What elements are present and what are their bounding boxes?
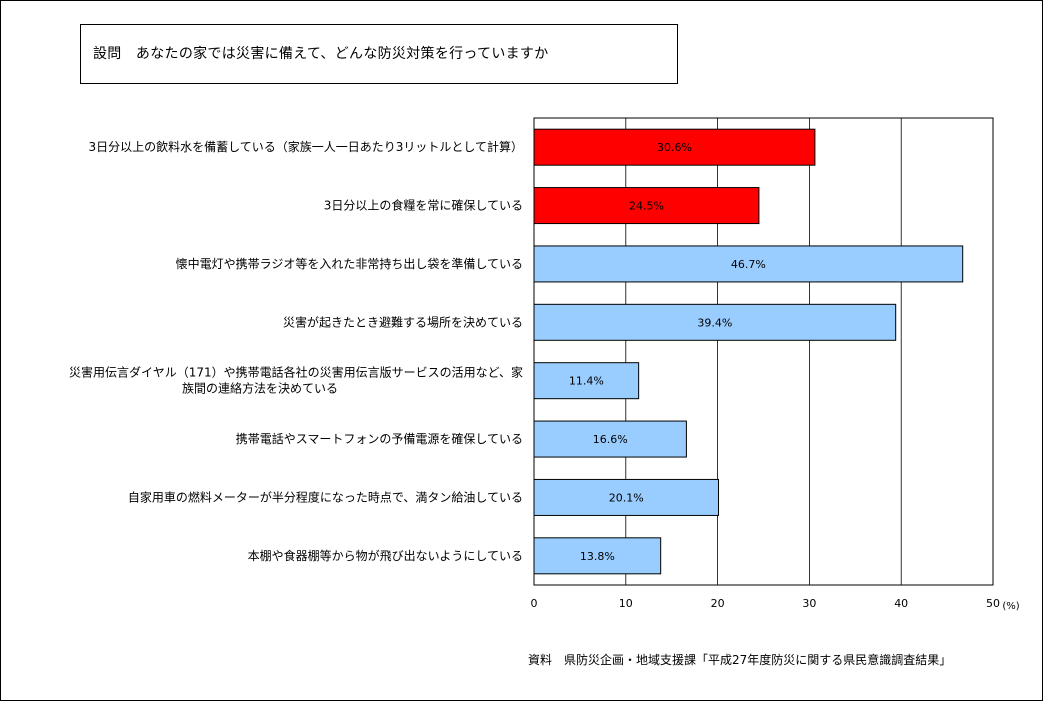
bar [533, 362, 640, 400]
bar [533, 187, 760, 225]
bar-value-label: 30.6% [657, 141, 692, 154]
category-label: 災害が起きたとき避難する場所を決めている [283, 314, 523, 329]
source-note: 資料 県防災企画・地域支援課「平成27年度防災に関する県民意識調査結果」 [528, 653, 952, 667]
question-title: 設問 あなたの家では災害に備えて、どんな防災対策を行っていますか [93, 43, 549, 63]
category-label: 族間の連絡方法を決めている [182, 381, 338, 396]
category-label: 自家用車の燃料メーターが半分程度になった時点で、満タン給油している [128, 489, 523, 504]
bar-value-label: 46.7% [731, 258, 766, 271]
bar-value-label: 20.1% [609, 491, 644, 504]
bar-value-label: 24.5% [629, 200, 664, 213]
bar [533, 537, 662, 575]
category-label: 懐中電灯や携帯ラジオ等を入れた非常持ち出し袋を準備している [176, 256, 523, 271]
category-label: 災害用伝言ダイヤル（171）や携帯電話各社の災害用伝言版サービスの活用など、家 [69, 365, 523, 380]
category-label: 携帯電話やスマートフォンの予備電源を確保している [236, 431, 523, 446]
question-body: あなたの家では災害に備えて、どんな防災対策を行っていますか [135, 46, 549, 62]
question-prefix: 設問 [93, 46, 122, 62]
x-tick-label: 40 [894, 597, 908, 610]
question-box: 設問 あなたの家では災害に備えて、どんな防災対策を行っていますか [80, 24, 678, 84]
x-tick-label: 30 [802, 597, 816, 610]
bar [533, 478, 720, 516]
x-tick-label: 50 [986, 597, 1000, 610]
bar [533, 420, 687, 458]
x-unit-label: (%) [1002, 601, 1019, 612]
x-tick-label: 0 [531, 597, 538, 610]
bar-value-label: 13.8% [580, 550, 615, 563]
category-label: 3日分以上の飲料水を備蓄している（家族一人一日あたり3リットルとして計算） [88, 139, 523, 154]
category-label: 3日分以上の食糧を常に確保している [324, 198, 523, 213]
x-tick-label: 20 [711, 597, 725, 610]
bar [533, 303, 897, 341]
bar [533, 245, 964, 283]
bar-value-label: 16.6% [593, 433, 628, 446]
category-label: 本棚や食器棚等から物が飛び出ないようにしている [248, 548, 523, 563]
bar [533, 128, 816, 166]
x-tick-label: 10 [619, 597, 633, 610]
bar-value-label: 39.4% [697, 316, 732, 329]
bar-value-label: 11.4% [569, 375, 604, 388]
